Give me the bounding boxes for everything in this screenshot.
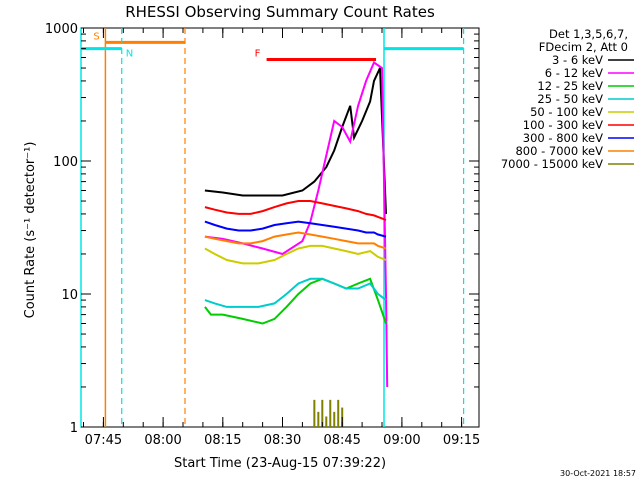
x-tick-label: 08:30 <box>264 433 301 448</box>
legend-entry-label: 6 - 12 keV <box>545 66 603 80</box>
y-tick-label: 1 <box>70 421 78 436</box>
series-line <box>204 277 387 308</box>
chart-title: RHESSI Observing Summary Count Rates <box>125 3 435 21</box>
legend-entry-label: 100 - 300 keV <box>523 118 603 132</box>
x-tick-label: 07:45 <box>85 433 122 448</box>
legend-entry-label: 800 - 7000 keV <box>515 144 603 158</box>
legend-entry-label: 3 - 6 keV <box>552 53 603 67</box>
y-tick-label: 10 <box>61 288 78 303</box>
timestamp: 30-Oct-2021 18:57 <box>560 469 636 478</box>
series-line <box>204 67 387 214</box>
legend: Det 1,3,5,6,7,FDecim 2, Att 03 - 6 keV6 … <box>501 27 634 171</box>
legend-entry-label: 50 - 100 keV <box>530 105 603 119</box>
legend-entry-label: 25 - 50 keV <box>537 92 603 106</box>
plot-frame <box>80 27 480 428</box>
legend-header: Det 1,3,5,6,7, <box>549 27 628 41</box>
legend-header: FDecim 2, Att 0 <box>539 40 628 54</box>
legend-entry-label: 300 - 800 keV <box>523 131 603 145</box>
series-line <box>204 231 387 250</box>
series-line <box>204 200 387 221</box>
x-tick-label: 08:45 <box>323 433 360 448</box>
y-tick-label: 100 <box>53 155 78 170</box>
annotation-label: F <box>255 48 261 59</box>
x-tick-label: 08:15 <box>204 433 241 448</box>
series-line <box>204 60 389 388</box>
y-tick-label: 1000 <box>45 22 78 37</box>
annotation-label: S <box>93 31 99 42</box>
x-axis-label: Start Time (23-Aug-15 07:39:22) <box>174 456 386 471</box>
legend-entry-label: 7000 - 15000 keV <box>501 157 603 171</box>
series-line <box>204 244 387 265</box>
y-axis-label: Count Rate (s⁻¹ detector⁻¹) <box>23 142 38 319</box>
legend-entry-label: 12 - 25 keV <box>537 79 603 93</box>
x-tick-label: 08:00 <box>144 433 181 448</box>
x-tick-label: 09:00 <box>383 433 420 448</box>
series-line <box>204 277 387 325</box>
x-tick-label: 09:15 <box>443 433 480 448</box>
series-line <box>204 220 387 238</box>
annotation-label: N <box>126 49 133 60</box>
